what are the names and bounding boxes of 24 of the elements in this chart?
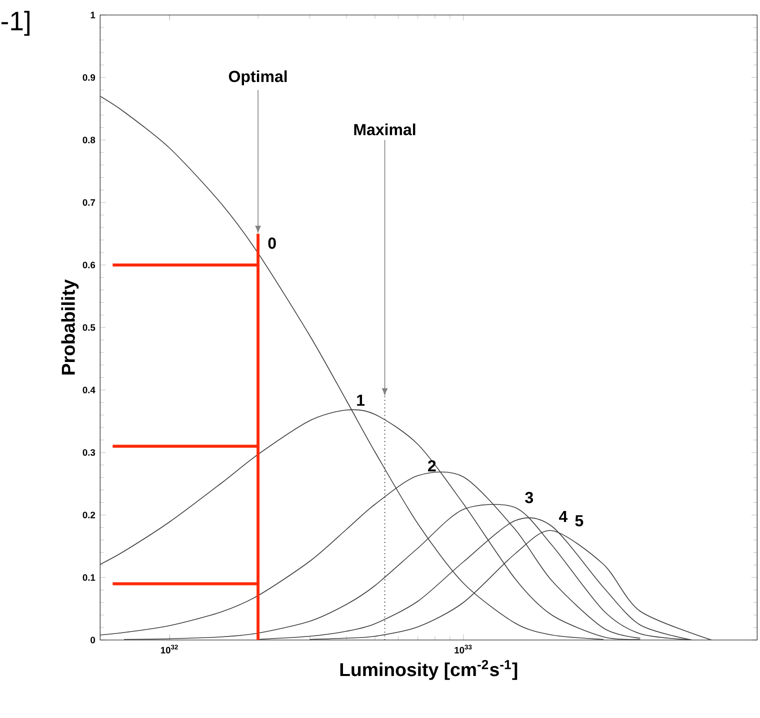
y-tick-label: 0.3 xyxy=(82,449,96,456)
y-tick-label: 0.2 xyxy=(82,512,96,518)
x-tick-label: 10$^{32}$ xyxy=(160,644,178,654)
x-axis-title: Luminosity [cm$^{-2}$s$^{-1}$] xyxy=(340,660,518,680)
y-tick-label: 0.1 xyxy=(82,574,96,581)
annotation: Optimal xyxy=(228,70,287,86)
series-label: 4 xyxy=(558,510,568,522)
y-axis-title: Probability xyxy=(61,279,79,374)
y-tick-label: 0.5 xyxy=(82,324,96,331)
y-tick-label: 0.6 xyxy=(82,262,96,268)
y-tick-label: 0.7 xyxy=(82,199,95,206)
y-tick-label: 0 xyxy=(90,636,96,644)
annotation: Maximal xyxy=(354,124,416,136)
series-label: 5 xyxy=(575,515,584,526)
y-tick-label: 0.4 xyxy=(82,386,96,394)
y-tick-label: 0.8 xyxy=(82,136,96,144)
x-tick-label: 10$^{33}$ xyxy=(454,644,472,654)
y-tick-label: 0.9 xyxy=(82,74,96,81)
series-label: 2 xyxy=(428,460,436,472)
text: -1] xyxy=(1,10,30,36)
y-tick-label: 1 xyxy=(90,12,96,18)
series-label: 1 xyxy=(357,394,365,406)
series-label: 3 xyxy=(525,492,534,504)
series-label: 0 xyxy=(268,238,276,249)
